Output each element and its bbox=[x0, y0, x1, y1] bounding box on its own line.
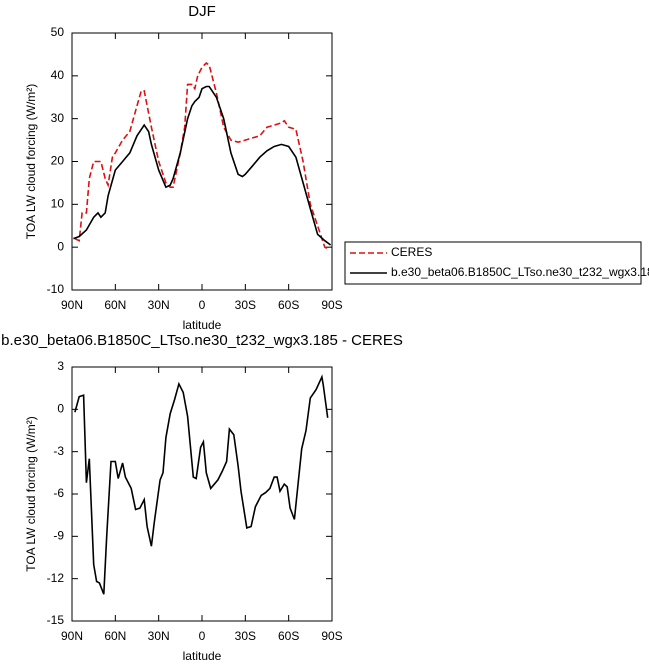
y-tick-label: -10 bbox=[47, 282, 65, 296]
x-tick-label: 90N bbox=[61, 629, 83, 643]
plot-frame bbox=[71, 32, 333, 291]
x-tick-label: 0 bbox=[199, 298, 206, 312]
y-tick-label: -15 bbox=[47, 613, 65, 627]
x-tick-label: 0 bbox=[199, 629, 206, 643]
y-tick-label: -3 bbox=[53, 444, 64, 458]
y-tick-label: 10 bbox=[51, 197, 65, 211]
legend-box bbox=[344, 241, 642, 285]
y-tick-label: 0 bbox=[57, 402, 64, 416]
legend-label: CERES bbox=[391, 245, 432, 259]
x-axis-label: latitude bbox=[183, 649, 222, 663]
y-tick-label: 3 bbox=[57, 359, 64, 373]
chart-title: b.e30_beta06.B1850C_LTso.ne30_t232_wgx3.… bbox=[1, 332, 403, 349]
y-tick-label: 20 bbox=[51, 154, 65, 168]
x-tick-label: 90S bbox=[321, 629, 342, 643]
y-tick-label: 0 bbox=[57, 239, 64, 253]
y-tick-label: -6 bbox=[53, 486, 64, 500]
data-line bbox=[74, 374, 329, 595]
x-tick-label: 30N bbox=[148, 629, 170, 643]
x-axis-label: latitude bbox=[183, 318, 222, 332]
x-tick-label: 60N bbox=[104, 298, 126, 312]
data-line bbox=[73, 85, 332, 246]
chart-title: DJF bbox=[188, 3, 216, 20]
x-tick-label: 90N bbox=[61, 298, 83, 312]
y-tick-label: 40 bbox=[51, 68, 65, 82]
y-tick-label: -12 bbox=[47, 571, 65, 585]
y-tick-label: -9 bbox=[53, 529, 64, 543]
y-axis-label: TOA LW cloud forcing (W/m²) bbox=[24, 416, 38, 572]
x-tick-label: 60S bbox=[278, 629, 299, 643]
x-tick-label: 60S bbox=[278, 298, 299, 312]
y-tick-label: 50 bbox=[51, 25, 65, 39]
x-tick-label: 90S bbox=[321, 298, 342, 312]
x-tick-label: 60N bbox=[104, 629, 126, 643]
y-axis-label: TOA LW cloud forcing (W/m²) bbox=[24, 84, 38, 240]
x-tick-label: 30S bbox=[235, 298, 256, 312]
y-tick-label: 30 bbox=[51, 111, 65, 125]
plot-frame bbox=[71, 366, 333, 622]
x-tick-label: 30S bbox=[235, 629, 256, 643]
legend-label: b.e30_beta06.B1850C_LTso.ne30_t232_wgx3.… bbox=[391, 265, 649, 279]
x-tick-label: 30N bbox=[148, 298, 170, 312]
data-line bbox=[74, 61, 330, 251]
